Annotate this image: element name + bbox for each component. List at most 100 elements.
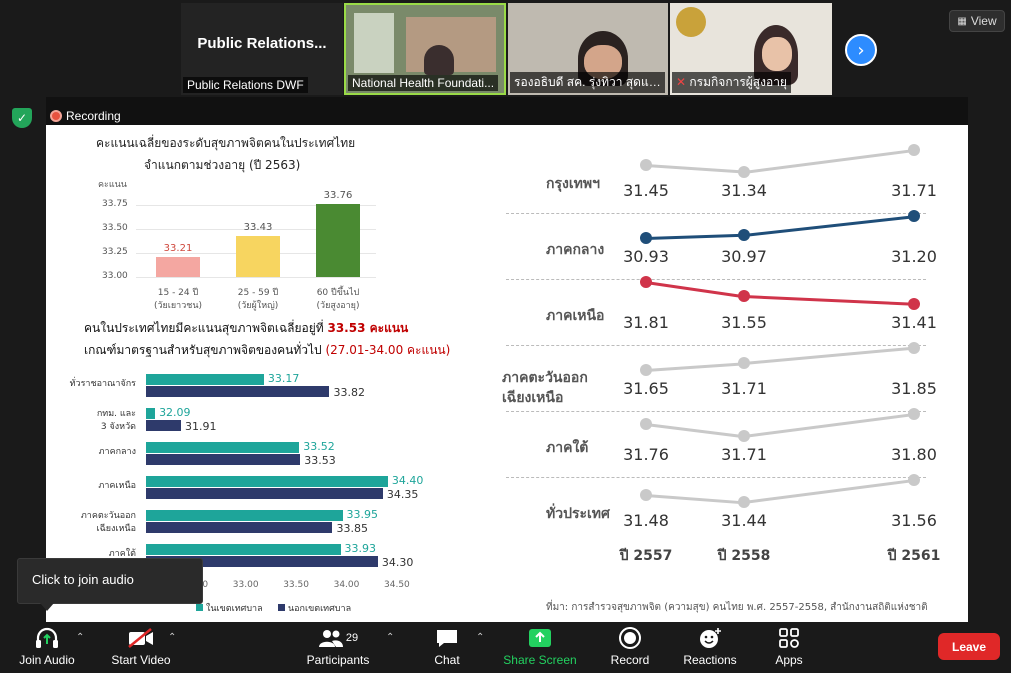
x-tick-label: 34.00 <box>333 580 360 590</box>
row-divider <box>506 213 926 214</box>
security-shield-icon[interactable]: ✓ <box>12 108 32 128</box>
series-line-segment <box>743 295 915 306</box>
series-point <box>640 488 652 501</box>
outside-value-label: 34.35 <box>386 488 419 501</box>
audio-options-caret[interactable]: ⌃ <box>76 632 85 643</box>
series-point <box>908 144 920 156</box>
source-note: ที่มา: การสำรวจสุขภาพจิต (ความสุข) คนไทย… <box>546 602 928 613</box>
point-value-label: 31.55 <box>721 313 767 332</box>
outside-value-label: 33.85 <box>336 522 368 535</box>
point-value-label: 30.97 <box>721 247 767 266</box>
participants-icon: 29 <box>318 625 358 651</box>
series-point <box>738 430 750 442</box>
row-divider <box>506 345 926 346</box>
leave-button[interactable]: Leave <box>938 633 1000 660</box>
outside-bar <box>146 556 378 567</box>
point-value-label: 31.45 <box>623 181 669 200</box>
series-point <box>640 417 652 430</box>
inside-bar <box>146 374 264 385</box>
next-page-button[interactable]: › <box>845 34 877 66</box>
point-value-label: 31.20 <box>891 247 937 266</box>
series-line-segment <box>645 164 745 174</box>
region-label: กทม. และ <box>96 409 136 419</box>
point-value-label: 31.56 <box>891 511 937 530</box>
summary-line1-prefix: คนในประเทศไทยมีคะแนนสุขภาพจิตเฉลี่ยอยู่ท… <box>84 321 324 335</box>
region-sublabel: 3 จังหวัด <box>100 422 136 432</box>
x-tick-label: 34.50 <box>384 580 410 590</box>
recording-bar: Recording <box>46 97 968 125</box>
video-face-shape <box>762 37 792 71</box>
join-audio-tooltip: Click to join audio <box>17 558 203 611</box>
slide-title-line2: จำแนกตามช่วงอายุ (ปี 2563) <box>144 158 301 172</box>
grid-icon: ▦ <box>957 15 967 27</box>
series-point <box>908 210 920 222</box>
row-divider <box>506 477 926 478</box>
reactions-button[interactable]: Reactions <box>678 622 742 673</box>
point-value-label: 31.44 <box>721 511 767 530</box>
series-point <box>738 496 750 508</box>
series-line-segment <box>645 362 745 372</box>
age-bar <box>316 204 360 277</box>
series-point <box>738 357 750 370</box>
view-button[interactable]: ▦ View <box>949 10 1005 32</box>
inside-bar <box>146 544 341 555</box>
join-audio-button[interactable]: Join Audio <box>14 622 80 673</box>
recording-icon <box>50 110 62 122</box>
inside-value-label: 33.17 <box>267 372 300 385</box>
slide-title-line1: คะแนนเฉลี่ยของระดับสุขภาพจิตคนในประเทศไท… <box>96 136 356 150</box>
bar-value-label: 33.21 <box>163 242 193 254</box>
share-screen-button[interactable]: Share Screen <box>500 622 580 673</box>
record-button[interactable]: Record <box>604 622 656 673</box>
participant-name: รองอธิบดี สค. รุ่งทิวา สุดแดน <box>510 72 665 93</box>
point-value-label: 31.65 <box>623 379 669 398</box>
participant-tile-pr[interactable]: Public Relations... Public Relations DWF <box>181 3 343 95</box>
apps-label: Apps <box>775 653 803 667</box>
trend-line-chart: กรุงเทพฯ 31.45 31.34 31.71 ภาคกลาง 30.93 30.97… <box>486 137 966 577</box>
seal-icon <box>676 7 706 37</box>
chevron-right-icon: › <box>857 39 865 61</box>
region-label: ภาคใต้ <box>108 549 136 559</box>
record-icon <box>618 625 642 651</box>
series-point <box>738 290 750 303</box>
series-line-segment <box>645 422 745 438</box>
participant-name-text: กรมกิจการผู้สูงอายุ <box>689 75 787 89</box>
participant-tile-nhf[interactable]: National Health Foundati... <box>344 3 506 95</box>
point-value-label: 31.81 <box>623 313 669 332</box>
record-label: Record <box>610 653 650 667</box>
inside-bar <box>146 408 156 419</box>
legend-swatch <box>196 604 203 611</box>
participant-name: Public Relations DWF <box>183 77 308 93</box>
x-tick-label: 33.50 <box>283 580 309 590</box>
video-options-caret[interactable]: ⌃ <box>168 632 177 643</box>
participants-button[interactable]: 29 Participants <box>302 622 374 673</box>
legend-swatch <box>278 604 285 611</box>
region-label: ภาคกลาง <box>98 447 136 457</box>
summary-line1: คนในประเทศไทยมีคะแนนสุขภาพจิตเฉลี่ยอยู่ท… <box>84 319 408 338</box>
x-axis-label: ปี 2558 <box>717 548 771 564</box>
start-video-button[interactable]: Start Video <box>106 622 176 673</box>
apps-button[interactable]: Apps <box>766 622 812 673</box>
participants-count: 29 <box>345 632 359 644</box>
row-divider <box>506 411 926 412</box>
y-tick-label: 33.75 <box>102 199 128 209</box>
bar-value-label: 33.43 <box>243 221 273 233</box>
region-sublabel: เฉียงเหนือ <box>96 524 136 534</box>
category-label: 60 ปีขึ้นไป <box>316 288 360 298</box>
region-label: ทั่วราชอาณาจักร <box>69 379 136 389</box>
inside-value-label: 33.95 <box>346 508 379 521</box>
chat-options-caret[interactable]: ⌃ <box>476 632 485 643</box>
series-point <box>908 298 920 310</box>
participants-options-caret[interactable]: ⌃ <box>386 632 395 643</box>
inside-value-label: 32.09 <box>159 406 191 419</box>
legend-label: นอกเขตเทศบาล <box>288 604 352 614</box>
summary-line2-value: (27.01-34.00 คะแนน) <box>325 343 451 357</box>
series-point <box>640 364 652 376</box>
series-name: กรุงเทพฯ <box>546 176 600 192</box>
participant-tile-dop[interactable]: ✕ กรมกิจการผู้สูงอายุ <box>670 3 832 95</box>
inside-value-label: 33.52 <box>303 440 335 453</box>
point-value-label: 31.80 <box>891 445 937 464</box>
chat-button[interactable]: Chat <box>424 622 470 673</box>
region-label: ภาคตะวันออก <box>80 511 136 521</box>
participant-tile-deputy[interactable]: รองอธิบดี สค. รุ่งทิวา สุดแดน <box>508 3 668 95</box>
